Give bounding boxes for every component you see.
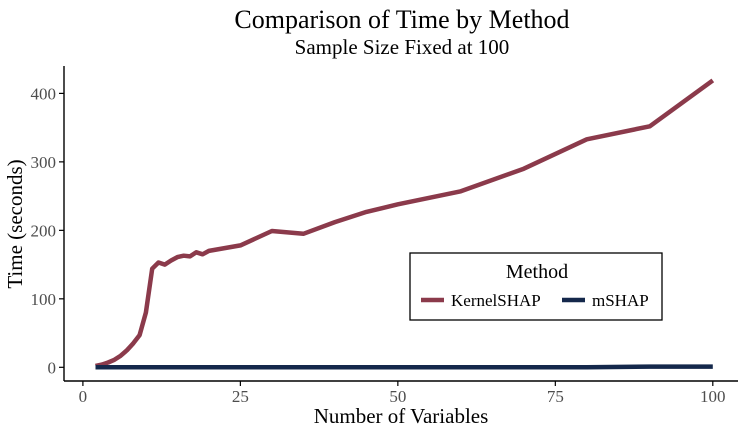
series-line-kernelshap: [95, 78, 715, 369]
x-tick-label: 0: [79, 387, 88, 406]
y-axis-title: Time (seconds): [3, 159, 27, 288]
legend-label-kernelshap: KernelSHAP: [451, 291, 541, 310]
y-tick-label: 200: [31, 221, 57, 240]
y-tick-label: 300: [31, 153, 57, 172]
y-tick-label: 100: [31, 290, 57, 309]
x-axis-ticks: 0 25 50 75 100: [79, 381, 726, 406]
chart-title: Comparison of Time by Method: [234, 5, 569, 34]
legend-title: Method: [506, 261, 568, 283]
x-tick-label: 100: [700, 387, 726, 406]
x-tick-label: 75: [547, 387, 564, 406]
plot-area: [95, 78, 715, 370]
legend: Method KernelSHAP mSHAP: [409, 252, 663, 321]
x-tick-label: 50: [389, 387, 406, 406]
y-axis-ticks: 0 100 200 300 400: [31, 84, 64, 377]
legend-box: [409, 252, 663, 321]
series-line-mshap: [95, 364, 713, 370]
x-tick-label: 25: [232, 387, 249, 406]
y-tick-label: 0: [48, 358, 57, 377]
chart-subtitle: Sample Size Fixed at 100: [295, 35, 510, 59]
x-axis-title: Number of Variables: [314, 404, 489, 428]
legend-label-mshap: mSHAP: [592, 291, 649, 310]
y-tick-label: 400: [31, 84, 57, 103]
